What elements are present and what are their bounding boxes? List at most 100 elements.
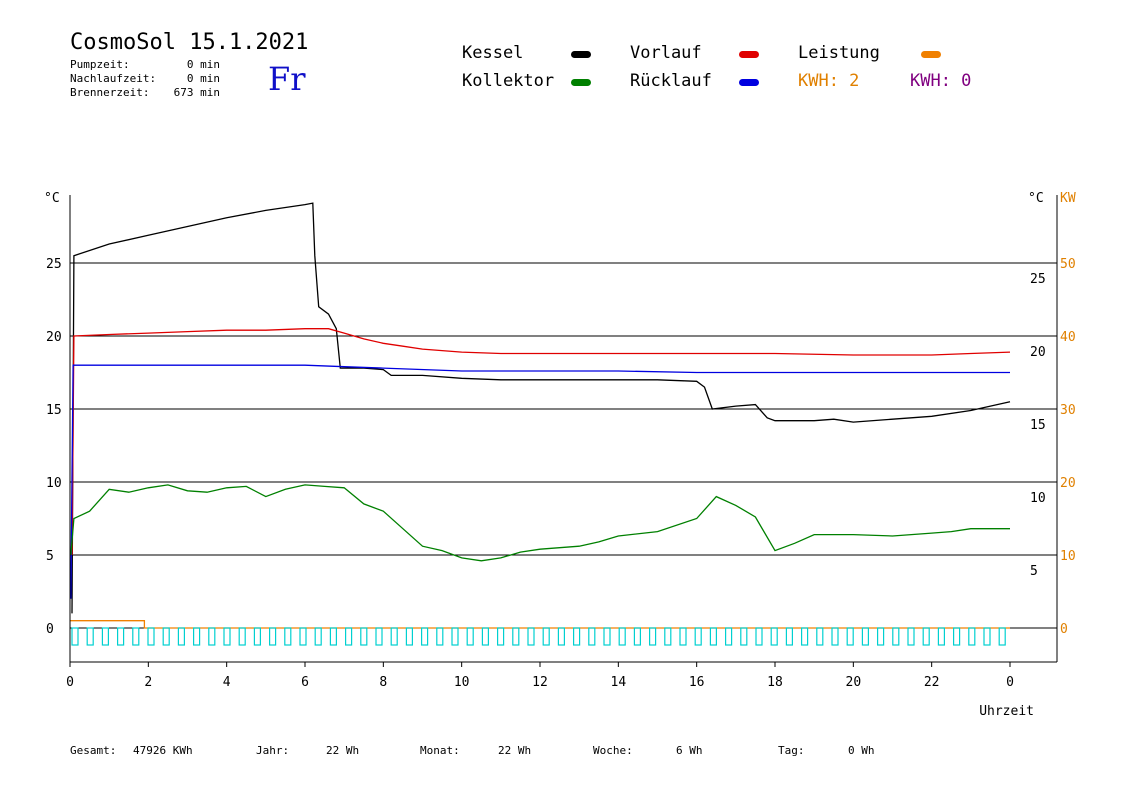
legend-vorlauf-label: Vorlauf <box>630 43 702 63</box>
pump-marker <box>694 627 702 646</box>
pump-marker <box>664 627 672 646</box>
legend-ruecklauf-swatch <box>739 79 759 86</box>
jahr-value: 22 Wh <box>326 744 360 757</box>
legend-ruecklauf-label: Rücklauf <box>630 71 712 91</box>
pump-marker <box>968 627 976 646</box>
brennerzeit-value: 673 min <box>173 86 220 99</box>
y-kw-tick-label: 40 <box>1060 330 1076 345</box>
pump-marker <box>846 627 854 646</box>
series-line-vorlauf <box>71 328 1011 556</box>
x-tick-label: 6 <box>301 675 309 690</box>
pump-marker <box>861 627 870 646</box>
series-layer <box>70 202 1011 629</box>
pumpzeit-value: 0 min <box>186 58 220 71</box>
y-kw-tick-label: 0 <box>1060 622 1068 637</box>
legend-kessel-label: Kessel <box>462 43 524 63</box>
legend-kollektor-swatch <box>571 79 591 86</box>
x-tick-label: 18 <box>767 675 783 690</box>
pump-marker <box>907 627 915 646</box>
monat-label: Monat: <box>420 744 460 757</box>
y-left-unit-label: °C <box>44 191 60 206</box>
pump-marker <box>238 627 246 646</box>
pump-marker <box>800 627 809 646</box>
chart-title: CosmoSol 15.1.2021 <box>70 30 309 55</box>
pump-marker <box>451 627 459 646</box>
gesamt-label: Gesamt: <box>70 744 117 757</box>
pump-marker <box>314 627 322 646</box>
y-kw-unit-label: KW <box>1060 191 1076 206</box>
pump-marker <box>132 627 140 646</box>
y-kw-tick-label: 10 <box>1060 549 1076 564</box>
pump-marker <box>481 627 489 646</box>
pump-marker <box>785 627 794 646</box>
pump-marker <box>998 627 1006 646</box>
series-line-kollektor <box>70 484 1010 562</box>
nachlaufzeit-value: 0 min <box>186 72 220 85</box>
x-tick-label: 4 <box>223 675 231 690</box>
pump-marker <box>101 627 110 646</box>
x-tick-label: 2 <box>144 675 152 690</box>
series-line-rücklauf <box>70 364 1010 599</box>
pump-marker <box>892 627 900 646</box>
grid-layer <box>70 262 1057 629</box>
pump-marker <box>269 627 277 646</box>
x-tick-label: 22 <box>924 675 940 690</box>
axis-layer: 0 5 10 15 20 25 °C 5 10 15 20 25 °C 0 10 20 30 40 50 KW 0 2 4 6… <box>44 191 1076 719</box>
pump-marker <box>679 627 687 646</box>
pump-marker <box>572 627 581 646</box>
pump-marker <box>618 627 626 646</box>
kwh-purple-label: KWH: 0 <box>910 71 972 91</box>
pump-marker <box>542 627 550 646</box>
pump-marker <box>876 627 885 646</box>
pump-marker <box>421 627 429 646</box>
x-tick-label: 14 <box>611 675 627 690</box>
brennerzeit-row: Brennerzeit: 673 min <box>70 86 220 99</box>
pump-marker <box>299 627 307 646</box>
legend-kessel-swatch <box>571 51 591 58</box>
x-tick-label: 8 <box>379 675 387 690</box>
monat-value: 22 Wh <box>498 744 532 757</box>
pump-marker <box>770 627 778 646</box>
y-kw-tick-label: 20 <box>1060 476 1076 491</box>
pump-marker <box>831 627 839 646</box>
pump-marker <box>755 627 763 646</box>
y-left-tick-label: 20 <box>46 330 62 345</box>
pump-marker <box>740 627 748 646</box>
y-kw-tick-label: 30 <box>1060 403 1076 418</box>
pump-marker <box>405 627 413 646</box>
weekday-label: Fr <box>268 60 306 98</box>
pump-marker <box>937 627 946 646</box>
kwh-orange-label: KWH: 2 <box>798 71 860 91</box>
pump-marker <box>390 627 398 646</box>
legend-leistung-label: Leistung <box>798 43 880 63</box>
y-left-tick-label: 10 <box>46 476 62 491</box>
pumpzeit-label: Pumpzeit: <box>70 58 130 71</box>
series-line-kessel <box>71 202 1011 614</box>
pump-marker <box>345 627 353 646</box>
x-tick-label: 12 <box>532 675 548 690</box>
pump-marker <box>466 627 474 646</box>
x-tick-label: 0 <box>1006 675 1014 690</box>
x-tick-label: 0 <box>66 675 74 690</box>
jahr-label: Jahr: <box>256 744 290 757</box>
y-kw-tick-label: 50 <box>1060 257 1076 272</box>
y-left-tick-label: 25 <box>46 257 62 272</box>
legend-kollektor-label: Kollektor <box>462 71 555 91</box>
pump-marker <box>816 627 824 646</box>
x-tick-label: 10 <box>454 675 470 690</box>
pump-marker <box>329 627 337 646</box>
pump-marker <box>603 627 611 646</box>
pump-marker <box>375 627 383 646</box>
pump-marker <box>709 627 718 646</box>
pump-marker <box>527 627 535 646</box>
woche-value: 6 Wh <box>676 744 703 757</box>
pump-marker <box>360 627 368 646</box>
pump-marker <box>557 627 566 646</box>
pump-marker <box>588 627 596 646</box>
y-right-tick-label: 10 <box>1030 491 1046 506</box>
legend-vorlauf-swatch <box>739 51 759 58</box>
pump-marker <box>71 627 79 646</box>
x-tick-label: 16 <box>689 675 705 690</box>
pump-marker <box>512 627 520 646</box>
y-right-tick-label: 20 <box>1030 345 1046 360</box>
